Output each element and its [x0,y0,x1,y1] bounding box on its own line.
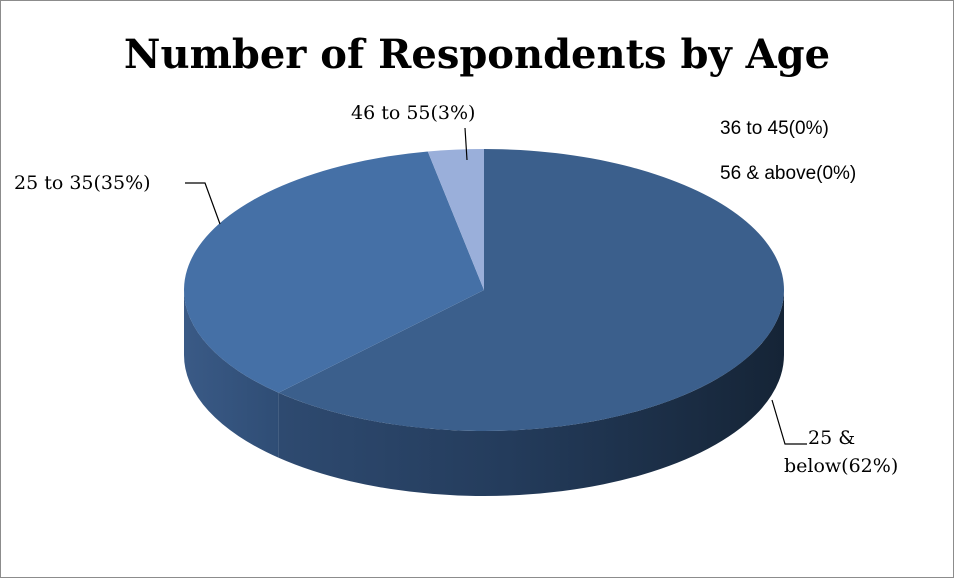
leader-line-25-and-below [771,399,807,445]
leader-line-46-to-55 [464,127,468,161]
leader-lines [185,127,807,445]
slice-label-56-and-above: 56 & above(0%) [720,163,856,184]
slice-labels: 25 & below(62%) 25 to 35(35%) 36 to 45(0%) 4… [14,102,898,477]
pie-side-25-and-below [278,290,785,497]
leader-line-25-to-35 [185,182,221,225]
pie-slice-25-to-35 [184,151,484,393]
pie-top [184,149,785,431]
slice-label-25-and-below: 25 & below(62%) [784,427,898,477]
pie-side-25-to-35 [184,290,279,458]
slice-label-25-to-35: 25 to 35(35%) [14,172,151,194]
chart-title: Number of Respondents by Age [123,31,831,78]
pie-slice-46-to-55 [427,149,484,290]
pie-sides [184,290,785,497]
pie-slice-25-and-below [278,149,785,431]
slice-label-46-to-55: 46 to 55(3%) [351,102,475,124]
slice-label-36-to-45: 36 to 45(0%) [720,118,829,139]
